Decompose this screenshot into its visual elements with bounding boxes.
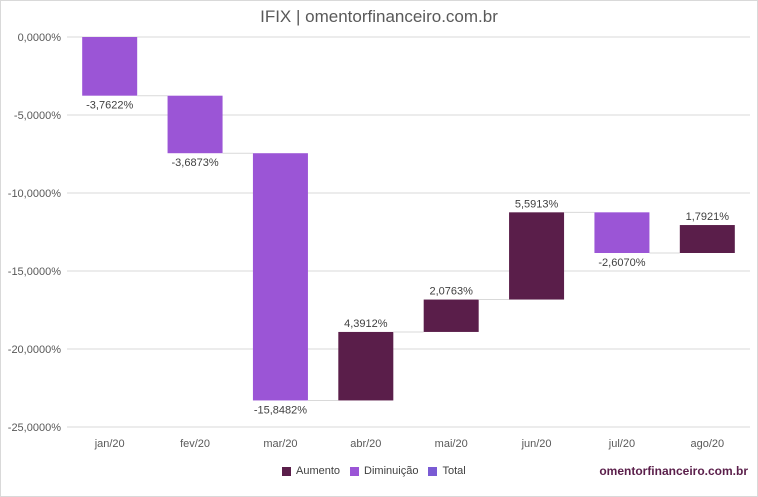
y-tick-label: 0,0000% [18, 32, 62, 44]
data-label: 5,5913% [515, 198, 559, 210]
chart-legend: Aumento Diminuição Total [282, 465, 476, 477]
legend-label-decrease: Diminuição [364, 465, 419, 477]
waterfall-bar [423, 299, 479, 332]
y-tick-label: -5,0000% [14, 110, 61, 122]
data-label: -15,8482% [254, 404, 307, 416]
waterfall-bar [509, 212, 565, 300]
legend-label-increase: Aumento [296, 465, 341, 477]
legend-label-total: Total [442, 465, 466, 477]
x-tick-label: mar/20 [263, 438, 297, 450]
waterfall-bar [252, 153, 308, 401]
legend-swatch-total [428, 466, 438, 476]
x-tick-label: jan/20 [94, 438, 125, 450]
x-tick-label: abr/20 [350, 438, 381, 450]
x-tick-label: mai/20 [435, 438, 468, 450]
legend-swatch-decrease [350, 466, 360, 476]
data-label: -3,7622% [86, 100, 133, 112]
data-label: -3,6873% [172, 157, 219, 169]
data-label: -2,6070% [598, 257, 645, 269]
waterfall-bar [338, 331, 394, 401]
y-tick-label: -20,0000% [8, 344, 61, 356]
x-tick-label: fev/20 [180, 438, 210, 450]
x-tick-label: jul/20 [608, 438, 635, 450]
data-label: 4,3912% [344, 318, 388, 330]
waterfall-bar [82, 37, 138, 96]
data-label: 2,0763% [429, 286, 473, 298]
data-label: 1,7921% [686, 211, 730, 223]
x-tick-label: jun/20 [521, 438, 552, 450]
watermark: omentorfinanceiro.com.br [599, 464, 748, 478]
waterfall-bar [594, 212, 650, 253]
x-tick-label: ago/20 [690, 438, 724, 450]
y-tick-label: -10,0000% [8, 188, 61, 200]
y-tick-label: -15,0000% [8, 266, 61, 278]
y-tick-label: -25,0000% [8, 422, 61, 434]
legend-swatch-increase [282, 466, 291, 476]
waterfall-bar [167, 95, 223, 154]
legend-item-decrease: Diminuição [350, 465, 418, 477]
chart-title: IFIX | omentorfinanceiro.com.br [260, 7, 498, 26]
legend-item-total: Total [428, 465, 466, 477]
waterfall-bar [679, 225, 735, 253]
legend-item-increase: Aumento [282, 465, 340, 477]
